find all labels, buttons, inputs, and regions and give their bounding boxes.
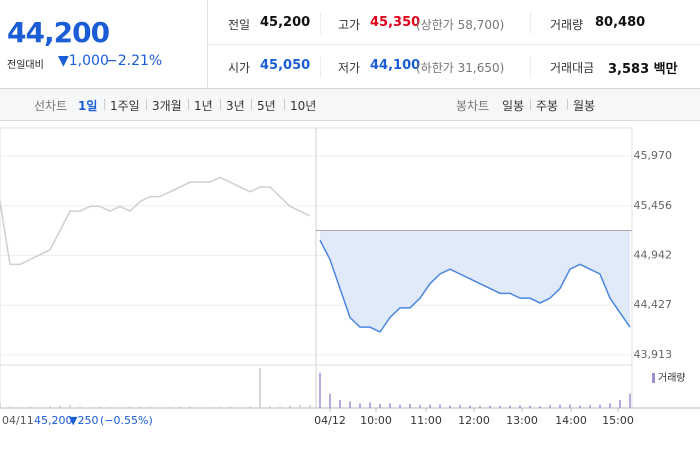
info-change: ▼250 xyxy=(69,414,98,427)
quote-box: 44,200 전일대비 ▼1,000 −2.21% xyxy=(0,0,208,88)
tab-bar: 선차트 1일 1주일 3개월 1년 3년 5년 10년 봉차트 일봉 주봉 월봉 xyxy=(0,89,700,121)
stat-note: (하한가 31,650) xyxy=(416,61,505,75)
tab-separator xyxy=(220,99,221,110)
tab-separator xyxy=(567,99,568,110)
stat-value: 44,100 xyxy=(370,58,421,73)
stat-label: 거래대금 xyxy=(550,61,595,75)
tab-separator xyxy=(146,99,147,110)
area-fill xyxy=(320,230,630,332)
change-pct: −2.21% xyxy=(106,53,163,69)
stat-label: 시가 xyxy=(228,61,251,75)
quote-header: 44,200 전일대비 ▼1,000 −2.21% 전일 45,200 고가 45,3… xyxy=(0,0,700,89)
stat-value: 80,480 xyxy=(595,15,646,30)
info-price: 45,200 xyxy=(34,414,73,427)
divider xyxy=(320,12,321,34)
tab[interactable]: 1년 xyxy=(194,99,213,113)
x-tick-label: 11:00 xyxy=(410,414,442,427)
y-tick-label: 45,970 xyxy=(634,149,673,162)
stat-value: 45,200 xyxy=(260,15,311,30)
divider xyxy=(320,56,321,78)
stat-note: (상한가 58,700) xyxy=(416,18,505,32)
stat-label: 고가 xyxy=(338,18,361,32)
change: ▼1,000 xyxy=(58,53,109,69)
tab-separator xyxy=(530,99,531,110)
x-tick-label: 15:00 xyxy=(602,414,634,427)
price-line xyxy=(0,176,311,266)
tab[interactable]: 1주일 xyxy=(110,99,140,113)
divider xyxy=(208,44,700,45)
y-tick-label: 45,456 xyxy=(634,199,673,212)
y-tick-label: 44,427 xyxy=(634,298,673,311)
divider xyxy=(530,56,531,78)
price-line xyxy=(319,239,631,333)
tab[interactable]: 월봉 xyxy=(573,99,596,113)
change-label: 전일대비 xyxy=(7,60,44,71)
tab[interactable]: 일봉 xyxy=(502,99,525,113)
tab-separator xyxy=(284,99,285,110)
x-tick-label: 04/12 xyxy=(314,414,346,427)
x-tick-label: 14:00 xyxy=(555,414,587,427)
x-tick-label: 12:00 xyxy=(458,414,490,427)
tab-separator xyxy=(104,99,105,110)
tab[interactable]: 3개월 xyxy=(152,99,182,113)
tab[interactable]: 5년 xyxy=(257,99,276,113)
legend-swatch xyxy=(652,373,655,383)
info-date: 04/11 xyxy=(2,414,34,427)
x-tick-label: 13:00 xyxy=(506,414,538,427)
y-tick-label: 43,913 xyxy=(634,348,673,361)
tab[interactable]: 10년 xyxy=(290,99,317,113)
y-tick-label: 44,942 xyxy=(634,248,673,261)
current-price: 44,200 xyxy=(7,16,110,49)
chart: 45,970 45,456 44,942 44,427 43,913 04/12 10:00… xyxy=(0,127,700,427)
tab[interactable]: 3년 xyxy=(226,99,245,113)
divider xyxy=(530,12,531,34)
tab-separator xyxy=(251,99,252,110)
stat-label: 저가 xyxy=(338,61,361,75)
tab-separator xyxy=(188,99,189,110)
stat-value: 3,583 백만 xyxy=(608,62,678,77)
tab-group-label: 선차트 xyxy=(34,99,68,113)
stat-value: 45,050 xyxy=(260,58,311,73)
x-tick-label: 10:00 xyxy=(360,414,392,427)
info-change-pct: (−0.55%) xyxy=(100,414,153,427)
stat-label: 거래량 xyxy=(550,18,584,32)
tab[interactable]: 1일 xyxy=(78,99,98,113)
stat-value: 45,350 xyxy=(370,15,421,30)
tab-group-label: 봉차트 xyxy=(456,99,490,113)
stat-label: 전일 xyxy=(228,18,251,32)
legend-label: 거래량 xyxy=(658,372,686,384)
tab[interactable]: 주봉 xyxy=(536,99,559,113)
